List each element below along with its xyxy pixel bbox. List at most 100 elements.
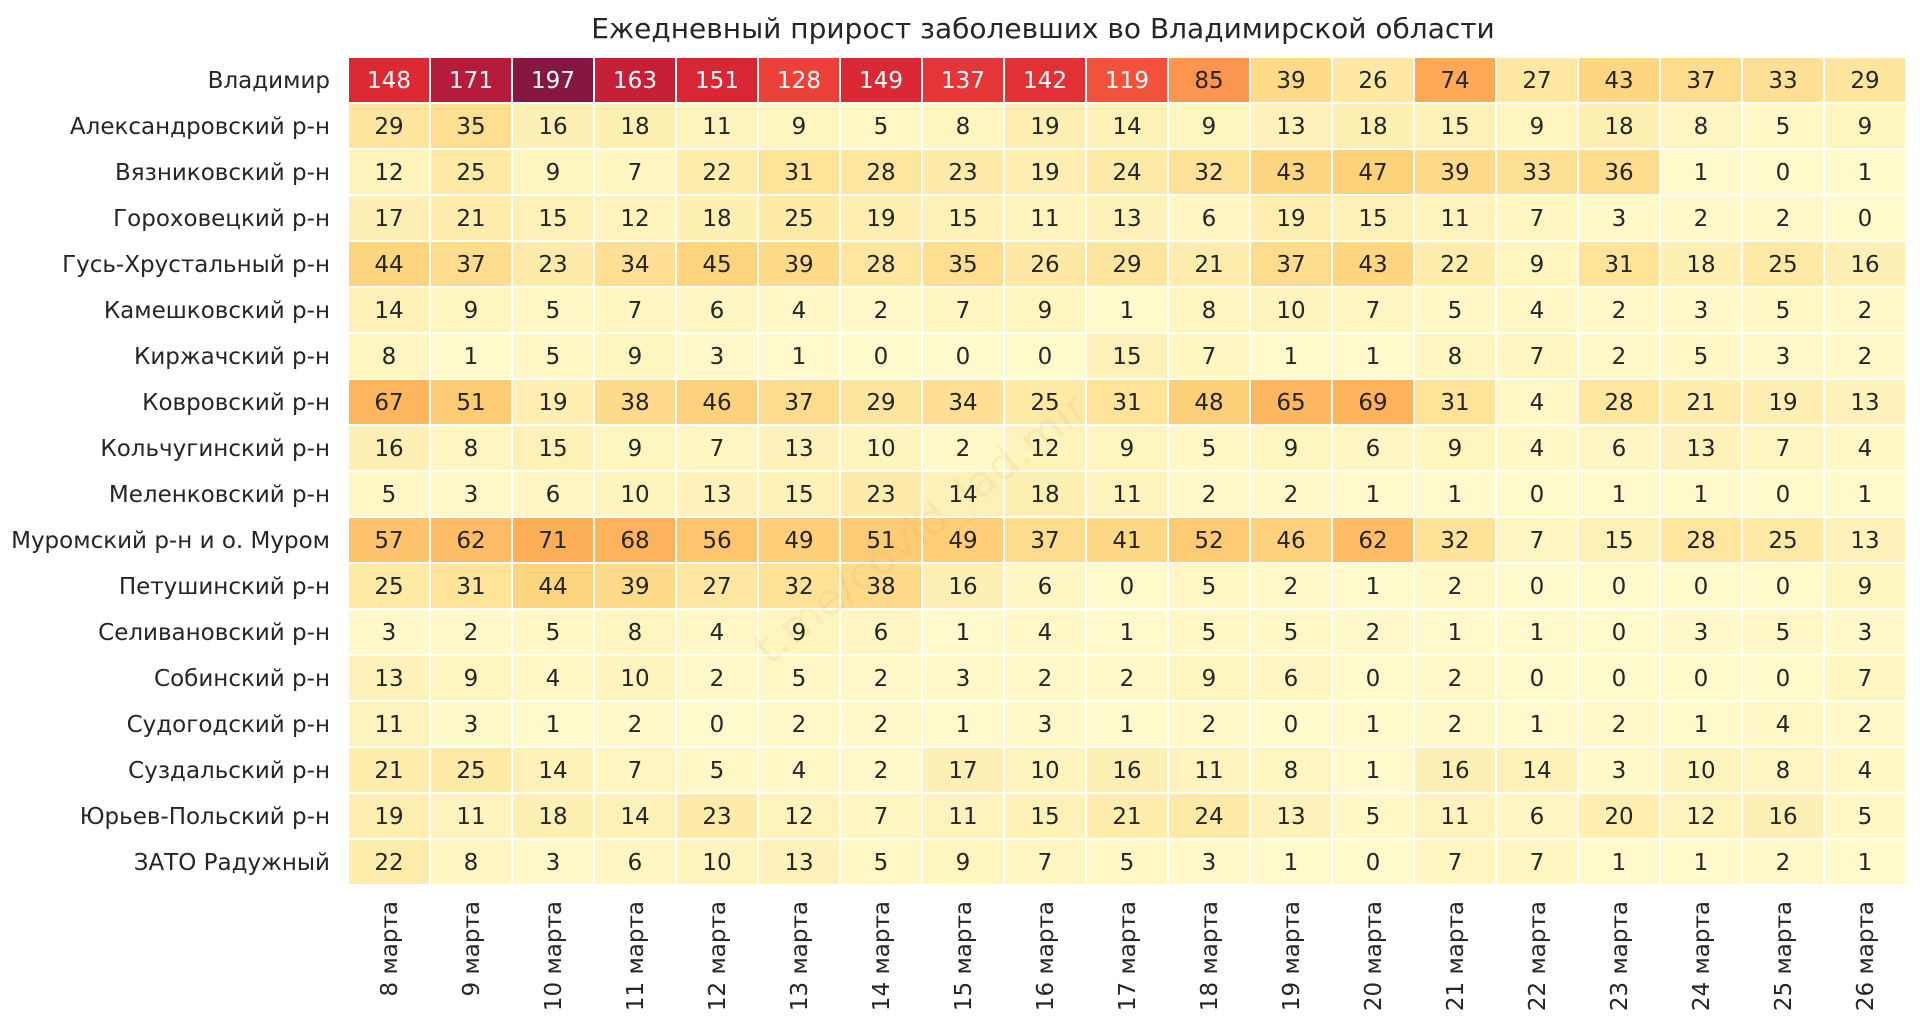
heatmap-cell xyxy=(1823,194,1907,242)
cell-value-label: 8 xyxy=(1284,758,1299,784)
heatmap-cell xyxy=(1413,332,1497,380)
cell-value-label: 32 xyxy=(1440,528,1469,554)
heatmap-cell xyxy=(1495,240,1579,288)
heatmap-cell xyxy=(675,562,759,610)
heatmap-cell xyxy=(1659,286,1743,334)
heatmap-cell xyxy=(757,332,841,380)
heatmap-cell xyxy=(1167,470,1251,518)
cell-value-label: 2 xyxy=(1448,574,1463,600)
cell-value-label: 4 xyxy=(1038,620,1053,646)
cell-value-label: 4 xyxy=(792,758,807,784)
cell-value-label: 7 xyxy=(1038,850,1053,876)
cell-value-label: 8 xyxy=(1448,344,1463,370)
cell-value-label: 38 xyxy=(866,574,895,600)
cell-value-label: 46 xyxy=(702,390,731,416)
cell-value-label: 23 xyxy=(866,482,895,508)
heatmap-cell xyxy=(757,746,841,794)
heatmap-cell xyxy=(1249,516,1333,564)
cell-value-label: 2 xyxy=(1120,666,1135,692)
cell-value-label: 28 xyxy=(1604,390,1633,416)
cell-value-label: 4 xyxy=(1858,758,1873,784)
heatmap-cell xyxy=(1659,470,1743,518)
heatmap-cell xyxy=(1413,608,1497,656)
heatmap-cell xyxy=(1249,332,1333,380)
cell-value-label: 10 xyxy=(620,482,649,508)
heatmap-cell xyxy=(1167,240,1251,288)
heatmap-cell xyxy=(839,424,923,472)
cell-value-label: 3 xyxy=(464,482,479,508)
heatmap-cell xyxy=(921,148,1005,196)
cell-value-label: 11 xyxy=(456,804,485,830)
row-label: Меленковский р-н xyxy=(109,482,330,508)
heatmap-cell xyxy=(1249,194,1333,242)
cell-value-label: 8 xyxy=(382,344,397,370)
heatmap-cell xyxy=(1823,286,1907,334)
heatmap-cell xyxy=(1823,516,1907,564)
heatmap-cell xyxy=(1331,378,1415,426)
cell-value-label: 0 xyxy=(1776,666,1791,692)
cell-value-label: 0 xyxy=(1530,482,1545,508)
cell-value-label: 2 xyxy=(1448,712,1463,738)
heatmap-cell xyxy=(1577,516,1661,564)
cell-value-label: 12 xyxy=(1686,804,1715,830)
column-label: 21 марта xyxy=(1443,901,1469,1011)
cell-value-label: 2 xyxy=(792,712,807,738)
cell-value-label: 19 xyxy=(1768,390,1797,416)
cell-value-label: 16 xyxy=(1850,252,1879,278)
cell-value-label: 8 xyxy=(464,436,479,462)
heatmap-cell xyxy=(1331,516,1415,564)
cell-value-label: 12 xyxy=(374,160,403,186)
cell-value-label: 27 xyxy=(702,574,731,600)
heatmap-cell xyxy=(921,470,1005,518)
cell-value-label: 148 xyxy=(367,68,411,94)
cell-value-label: 22 xyxy=(702,160,731,186)
cell-value-label: 13 xyxy=(784,436,813,462)
cell-value-label: 1 xyxy=(1448,482,1463,508)
cell-value-label: 5 xyxy=(1776,298,1791,324)
cell-value-label: 44 xyxy=(374,252,403,278)
cell-value-label: 8 xyxy=(956,114,971,140)
cell-value-label: 31 xyxy=(784,160,813,186)
heatmap-cell xyxy=(511,516,595,564)
cell-value-label: 47 xyxy=(1358,160,1387,186)
cell-value-label: 34 xyxy=(948,390,977,416)
cell-value-label: 39 xyxy=(620,574,649,600)
cell-value-label: 2 xyxy=(1612,712,1627,738)
cell-value-label: 5 xyxy=(1776,620,1791,646)
heatmap-cell xyxy=(1577,838,1661,886)
heatmap-cell xyxy=(1823,792,1907,840)
heatmap-cell xyxy=(1577,654,1661,702)
heatmap-cell xyxy=(593,194,677,242)
heatmap-cell xyxy=(593,608,677,656)
heatmap-cell xyxy=(1249,56,1333,104)
heatmap-cell xyxy=(675,746,759,794)
cell-value-label: 11 xyxy=(1440,206,1469,232)
cell-value-label: 9 xyxy=(1284,436,1299,462)
cell-value-label: 13 xyxy=(1850,528,1879,554)
heatmap-cell xyxy=(1823,332,1907,380)
cell-value-label: 3 xyxy=(464,712,479,738)
heatmap-cell xyxy=(1003,378,1087,426)
cell-value-label: 0 xyxy=(1120,574,1135,600)
cell-value-label: 5 xyxy=(710,758,725,784)
heatmap-cell xyxy=(593,102,677,150)
heatmap-cell xyxy=(347,608,431,656)
heatmap-cell xyxy=(1085,792,1169,840)
heatmap-cell xyxy=(921,700,1005,748)
cell-value-label: 1 xyxy=(1858,482,1873,508)
heatmap-cell xyxy=(429,470,513,518)
cell-value-label: 1 xyxy=(1612,482,1627,508)
heatmap-cell xyxy=(1003,562,1087,610)
cell-value-label: 0 xyxy=(710,712,725,738)
heatmap-cell xyxy=(1249,838,1333,886)
column-label: 10 марта xyxy=(541,901,567,1011)
heatmap-cell xyxy=(1823,240,1907,288)
cell-value-label: 2 xyxy=(628,712,643,738)
heatmap-cell xyxy=(1741,102,1825,150)
cell-value-label: 62 xyxy=(1358,528,1387,554)
heatmap-cell xyxy=(1413,470,1497,518)
cell-value-label: 49 xyxy=(948,528,977,554)
column-label: 8 марта xyxy=(377,901,403,996)
heatmap-cell xyxy=(429,102,513,150)
cell-value-label: 16 xyxy=(1440,758,1469,784)
